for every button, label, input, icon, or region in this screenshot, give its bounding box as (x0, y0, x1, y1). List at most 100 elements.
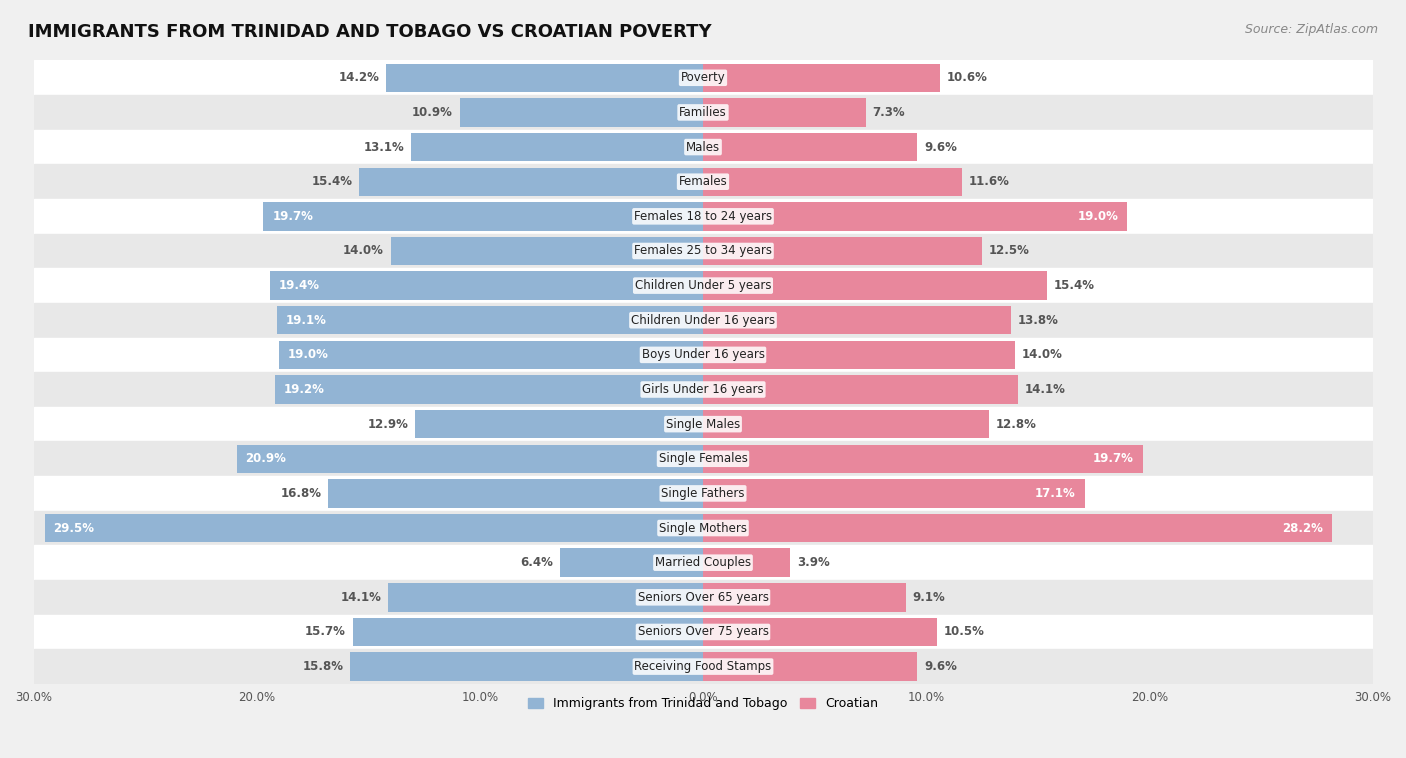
Text: 19.7%: 19.7% (273, 210, 314, 223)
Text: 16.8%: 16.8% (280, 487, 322, 500)
Bar (703, 445, 1143, 473)
Text: Females: Females (679, 175, 727, 188)
Text: 19.2%: 19.2% (284, 383, 325, 396)
Bar (277, 306, 703, 334)
Bar (703, 306, 1011, 334)
Text: Seniors Over 75 years: Seniors Over 75 years (637, 625, 769, 638)
Text: 19.1%: 19.1% (285, 314, 326, 327)
Text: 10.5%: 10.5% (943, 625, 984, 638)
Text: 28.2%: 28.2% (1282, 522, 1323, 534)
Bar (34, 545, 1372, 580)
Text: 15.4%: 15.4% (1053, 279, 1094, 292)
Bar (34, 130, 1372, 164)
Bar (34, 580, 1372, 615)
Text: 15.7%: 15.7% (305, 625, 346, 638)
Bar (34, 511, 1372, 545)
Text: 14.1%: 14.1% (1025, 383, 1066, 396)
Text: 9.6%: 9.6% (924, 140, 957, 154)
Legend: Immigrants from Trinidad and Tobago, Croatian: Immigrants from Trinidad and Tobago, Cro… (523, 692, 883, 715)
Bar (703, 653, 917, 681)
Bar (415, 410, 703, 438)
Bar (703, 133, 917, 161)
Text: Receiving Food Stamps: Receiving Food Stamps (634, 660, 772, 673)
Text: Poverty: Poverty (681, 71, 725, 84)
Bar (270, 271, 703, 300)
Text: 13.1%: 13.1% (363, 140, 404, 154)
Bar (703, 168, 962, 196)
Bar (263, 202, 703, 230)
Text: Children Under 16 years: Children Under 16 years (631, 314, 775, 327)
Text: Girls Under 16 years: Girls Under 16 years (643, 383, 763, 396)
Text: 19.0%: 19.0% (288, 349, 329, 362)
Text: 10.9%: 10.9% (412, 106, 453, 119)
Text: 15.8%: 15.8% (302, 660, 343, 673)
Bar (34, 95, 1372, 130)
Text: 17.1%: 17.1% (1035, 487, 1076, 500)
Bar (391, 236, 703, 265)
Text: 15.4%: 15.4% (312, 175, 353, 188)
Bar (387, 64, 703, 92)
Text: 29.5%: 29.5% (53, 522, 94, 534)
Text: Source: ZipAtlas.com: Source: ZipAtlas.com (1244, 23, 1378, 36)
Text: 12.5%: 12.5% (988, 245, 1029, 258)
Bar (34, 233, 1372, 268)
Text: 12.8%: 12.8% (995, 418, 1036, 431)
Text: Married Couples: Married Couples (655, 556, 751, 569)
Bar (703, 514, 1333, 542)
Text: Single Females: Single Females (658, 453, 748, 465)
Text: IMMIGRANTS FROM TRINIDAD AND TOBAGO VS CROATIAN POVERTY: IMMIGRANTS FROM TRINIDAD AND TOBAGO VS C… (28, 23, 711, 41)
Bar (703, 375, 1018, 404)
Bar (703, 99, 866, 127)
Text: Single Fathers: Single Fathers (661, 487, 745, 500)
Text: 7.3%: 7.3% (873, 106, 905, 119)
Bar (703, 271, 1046, 300)
Text: 9.1%: 9.1% (912, 590, 945, 604)
Text: Females 25 to 34 years: Females 25 to 34 years (634, 245, 772, 258)
Bar (34, 476, 1372, 511)
Bar (411, 133, 703, 161)
Bar (703, 236, 981, 265)
Text: 20.9%: 20.9% (246, 453, 287, 465)
Text: 19.7%: 19.7% (1092, 453, 1133, 465)
Text: Children Under 5 years: Children Under 5 years (634, 279, 772, 292)
Bar (274, 375, 703, 404)
Bar (236, 445, 703, 473)
Bar (34, 615, 1372, 650)
Text: Males: Males (686, 140, 720, 154)
Text: 9.6%: 9.6% (924, 660, 957, 673)
Text: 19.0%: 19.0% (1077, 210, 1118, 223)
Text: Single Males: Single Males (666, 418, 740, 431)
Text: Single Mothers: Single Mothers (659, 522, 747, 534)
Text: 12.9%: 12.9% (367, 418, 408, 431)
Bar (34, 650, 1372, 684)
Bar (278, 340, 703, 369)
Text: 14.1%: 14.1% (340, 590, 381, 604)
Bar (388, 583, 703, 612)
Bar (360, 168, 703, 196)
Bar (34, 268, 1372, 303)
Bar (703, 202, 1128, 230)
Text: 14.0%: 14.0% (1022, 349, 1063, 362)
Text: 14.2%: 14.2% (339, 71, 380, 84)
Text: 10.6%: 10.6% (946, 71, 987, 84)
Bar (350, 653, 703, 681)
Bar (353, 618, 703, 646)
Text: Boys Under 16 years: Boys Under 16 years (641, 349, 765, 362)
Bar (560, 549, 703, 577)
Bar (34, 407, 1372, 441)
Bar (703, 410, 988, 438)
Bar (703, 583, 905, 612)
Text: 3.9%: 3.9% (797, 556, 830, 569)
Bar (703, 479, 1084, 508)
Text: Families: Families (679, 106, 727, 119)
Bar (703, 618, 938, 646)
Bar (703, 64, 939, 92)
Bar (45, 514, 703, 542)
Text: 11.6%: 11.6% (969, 175, 1010, 188)
Text: 6.4%: 6.4% (520, 556, 554, 569)
Text: 14.0%: 14.0% (343, 245, 384, 258)
Bar (34, 337, 1372, 372)
Bar (34, 164, 1372, 199)
Text: 13.8%: 13.8% (1018, 314, 1059, 327)
Bar (34, 303, 1372, 337)
